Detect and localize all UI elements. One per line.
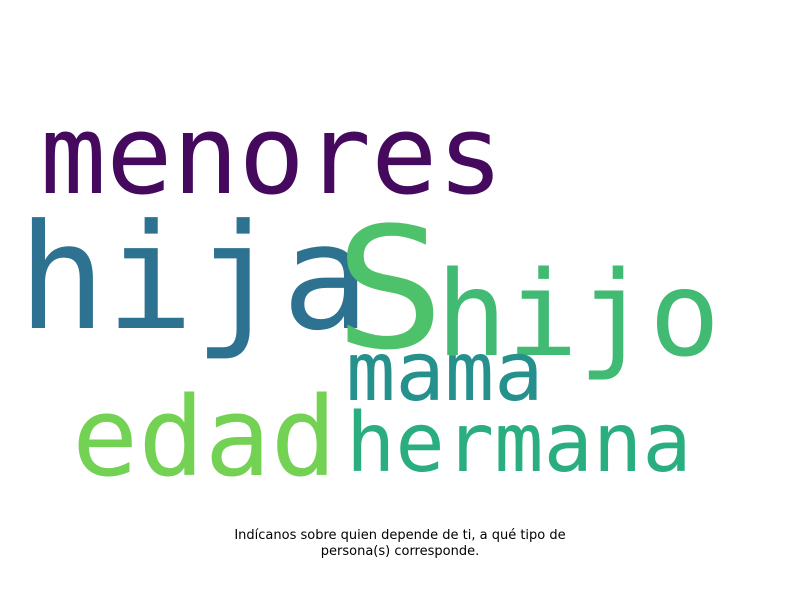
word-menores: menores xyxy=(40,91,504,219)
caption-line-2: persona(s) corresponde. xyxy=(320,544,480,559)
word-hija: hija xyxy=(18,193,370,363)
word-cloud: menores hija S hijo mama edad hermana xyxy=(18,91,721,501)
word-hijo: hijo xyxy=(436,245,721,383)
word-s: S xyxy=(336,191,443,387)
word-edad: edad xyxy=(72,373,337,501)
caption-line-1: Indícanos sobre quien depende de ti, a q… xyxy=(234,528,566,543)
word-mama: mama xyxy=(346,325,544,420)
caption: Indícanos sobre quien depende de ti, a q… xyxy=(150,528,650,560)
word-hermana: hermana xyxy=(346,396,692,491)
